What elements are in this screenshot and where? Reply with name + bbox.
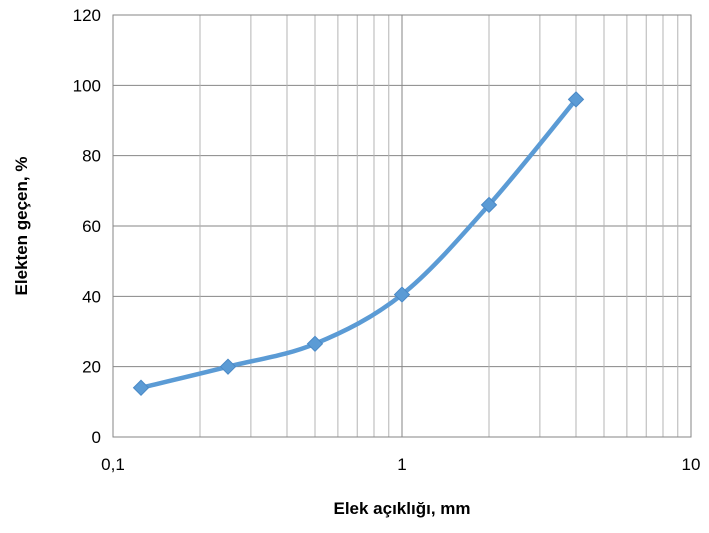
plot-area-border bbox=[112, 14, 692, 438]
tick-labels: 0 20 40 60 80 100 120 0,1 1 10 bbox=[73, 6, 701, 474]
x-tick-label: 1 bbox=[397, 455, 406, 474]
y-tick-label: 80 bbox=[82, 147, 101, 166]
data-point-marker bbox=[132, 379, 150, 396]
y-tick-label: 0 bbox=[92, 428, 101, 447]
y-tick-label: 40 bbox=[82, 287, 101, 306]
data-point-marker bbox=[219, 358, 237, 375]
y-tick-label: 100 bbox=[73, 76, 101, 95]
series-group bbox=[132, 91, 585, 396]
data-point-marker bbox=[480, 196, 498, 214]
data-point-marker bbox=[393, 286, 411, 303]
x-axis-title: Elek açıklığı, mm bbox=[333, 499, 470, 518]
data-point-marker bbox=[567, 91, 585, 108]
gridlines bbox=[112, 14, 691, 438]
x-tick-label: 10 bbox=[682, 455, 701, 474]
y-tick-label: 120 bbox=[73, 6, 101, 25]
data-point-marker bbox=[306, 335, 324, 353]
y-axis-title: Elekten geçen, % bbox=[12, 157, 31, 296]
series-line bbox=[138, 97, 579, 391]
y-tick-label: 20 bbox=[82, 358, 101, 377]
y-tick-label: 60 bbox=[82, 217, 101, 236]
x-tick-label: 0,1 bbox=[101, 455, 125, 474]
